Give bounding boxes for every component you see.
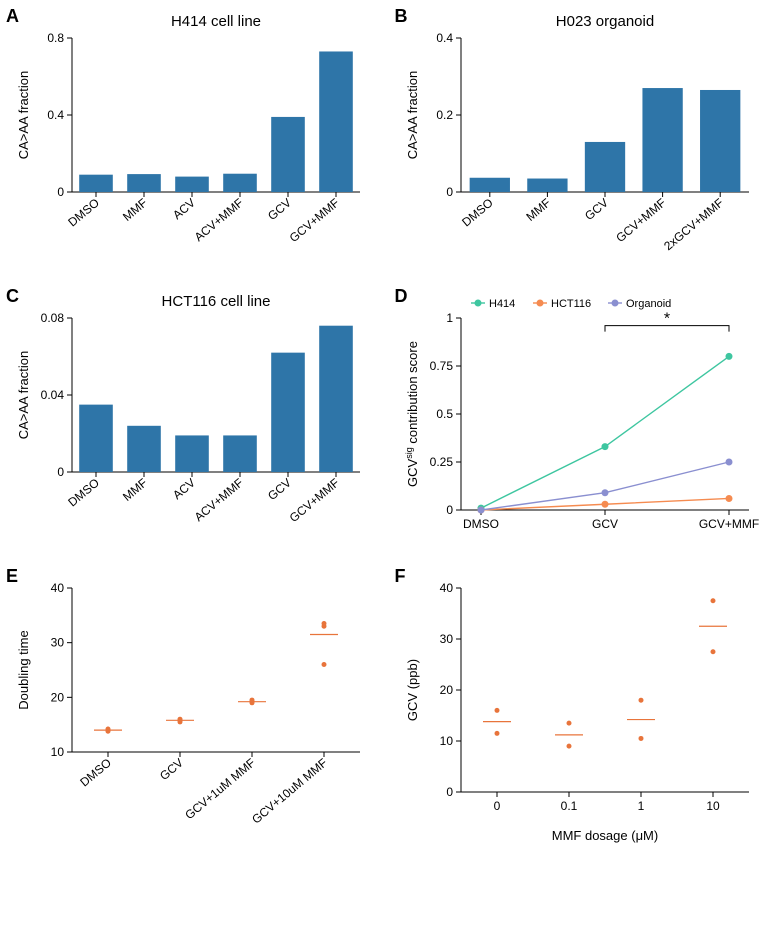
svg-text:*: * bbox=[663, 311, 669, 328]
svg-text:0.4: 0.4 bbox=[436, 31, 453, 45]
svg-text:MMF: MMF bbox=[523, 196, 553, 224]
svg-text:GCV+MMF: GCV+MMF bbox=[287, 476, 342, 526]
svg-text:Doubling time: Doubling time bbox=[16, 630, 31, 710]
svg-text:40: 40 bbox=[439, 581, 453, 595]
panel-D: D 00.250.50.751GCVsig contribution score… bbox=[399, 290, 768, 550]
svg-text:0.2: 0.2 bbox=[436, 108, 453, 122]
svg-text:ACV+MMF: ACV+MMF bbox=[192, 196, 246, 245]
svg-text:H023 organoid: H023 organoid bbox=[555, 13, 653, 30]
svg-text:GCV: GCV bbox=[265, 476, 294, 503]
svg-text:CA>AA fraction: CA>AA fraction bbox=[405, 71, 420, 160]
svg-text:0.4: 0.4 bbox=[47, 108, 64, 122]
svg-text:0: 0 bbox=[446, 785, 453, 799]
svg-text:GCV: GCV bbox=[591, 517, 617, 531]
svg-text:CA>AA fraction: CA>AA fraction bbox=[16, 351, 31, 440]
svg-text:HCT116 cell line: HCT116 cell line bbox=[162, 293, 271, 310]
svg-text:MMF: MMF bbox=[120, 196, 150, 224]
panel-C: C HCT116 cell line00.040.08CA>AA fractio… bbox=[10, 290, 379, 550]
svg-text:GCVsig contribution score: GCVsig contribution score bbox=[404, 341, 420, 487]
svg-text:10: 10 bbox=[706, 799, 720, 813]
svg-text:20: 20 bbox=[51, 690, 65, 704]
svg-text:ACV+MMF: ACV+MMF bbox=[192, 476, 246, 525]
panel-B: B H023 organoid00.20.4CA>AA fractionDMSO… bbox=[399, 10, 768, 270]
svg-text:H414 cell line: H414 cell line bbox=[171, 13, 261, 30]
svg-text:0.04: 0.04 bbox=[41, 388, 65, 402]
svg-text:ACV: ACV bbox=[170, 476, 198, 503]
svg-text:0.25: 0.25 bbox=[429, 455, 453, 469]
svg-text:0: 0 bbox=[493, 799, 500, 813]
svg-text:GCV+MMF: GCV+MMF bbox=[698, 517, 758, 531]
svg-text:GCV: GCV bbox=[265, 196, 294, 223]
svg-text:30: 30 bbox=[439, 632, 453, 646]
svg-text:40: 40 bbox=[51, 581, 65, 595]
svg-text:DMSO: DMSO bbox=[459, 196, 496, 230]
svg-text:0: 0 bbox=[446, 185, 453, 199]
svg-text:Organoid: Organoid bbox=[626, 298, 671, 310]
svg-text:MMF: MMF bbox=[120, 476, 150, 504]
svg-text:0.08: 0.08 bbox=[41, 311, 65, 325]
panel-A: A H414 cell line00.40.8CA>AA fractionDMS… bbox=[10, 10, 379, 270]
svg-text:20: 20 bbox=[439, 683, 453, 697]
svg-text:CA>AA fraction: CA>AA fraction bbox=[16, 71, 31, 160]
svg-text:DMSO: DMSO bbox=[65, 196, 102, 230]
svg-text:GCV+1uM MMF: GCV+1uM MMF bbox=[182, 756, 258, 823]
svg-text:GCV (ppb): GCV (ppb) bbox=[405, 659, 420, 721]
svg-text:HCT116: HCT116 bbox=[551, 298, 591, 310]
svg-text:GCV+MMF: GCV+MMF bbox=[613, 196, 668, 246]
panel-label-D: D bbox=[395, 286, 408, 307]
svg-text:DMSO: DMSO bbox=[463, 517, 499, 531]
svg-text:DMSO: DMSO bbox=[77, 756, 114, 790]
svg-text:0.75: 0.75 bbox=[429, 359, 453, 373]
panel-label-B: B bbox=[395, 6, 408, 27]
figure-grid: A H414 cell line00.40.8CA>AA fractionDMS… bbox=[10, 10, 767, 850]
panel-label-F: F bbox=[395, 566, 406, 587]
svg-text:0: 0 bbox=[446, 503, 453, 517]
svg-text:30: 30 bbox=[51, 636, 65, 650]
svg-text:1: 1 bbox=[446, 311, 453, 325]
svg-text:10: 10 bbox=[439, 734, 453, 748]
svg-text:0: 0 bbox=[57, 465, 64, 479]
svg-text:0: 0 bbox=[57, 185, 64, 199]
svg-text:DMSO: DMSO bbox=[65, 476, 102, 510]
svg-text:0.8: 0.8 bbox=[47, 31, 64, 45]
panel-F: F 010203040GCV (ppb)00.1110MMF dosage (μ… bbox=[399, 570, 768, 850]
svg-text:10: 10 bbox=[51, 745, 65, 759]
svg-text:GCV: GCV bbox=[582, 196, 611, 223]
svg-text:ACV: ACV bbox=[170, 196, 198, 223]
svg-text:0.5: 0.5 bbox=[436, 407, 453, 421]
svg-text:H414: H414 bbox=[489, 298, 515, 310]
svg-text:0.1: 0.1 bbox=[560, 799, 577, 813]
panel-E: E 10203040Doubling timeDMSOGCVGCV+1uM MM… bbox=[10, 570, 379, 850]
panel-label-A: A bbox=[6, 6, 19, 27]
svg-text:MMF dosage (μM): MMF dosage (μM) bbox=[551, 828, 657, 843]
svg-text:GCV: GCV bbox=[157, 756, 186, 783]
panel-label-E: E bbox=[6, 566, 18, 587]
svg-text:2xGCV+MMF: 2xGCV+MMF bbox=[661, 196, 726, 254]
svg-text:GCV+10uM MMF: GCV+10uM MMF bbox=[249, 756, 330, 827]
panel-label-C: C bbox=[6, 286, 19, 307]
svg-text:GCV+MMF: GCV+MMF bbox=[287, 196, 342, 246]
svg-text:1: 1 bbox=[637, 799, 644, 813]
